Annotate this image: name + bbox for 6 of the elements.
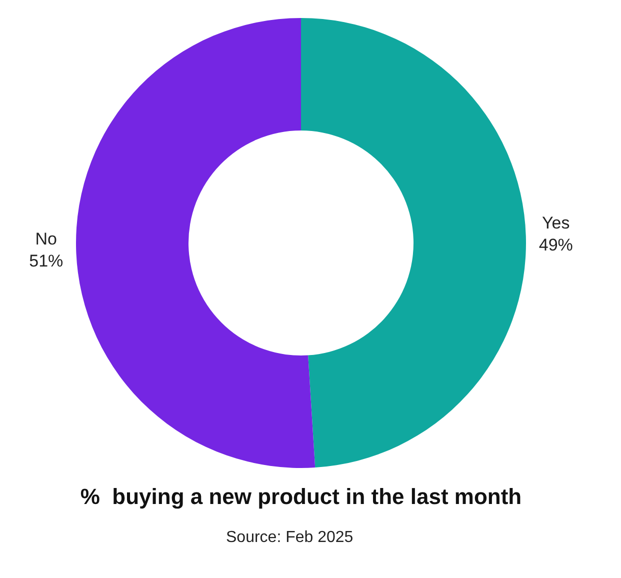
- slice-label: No: [35, 230, 57, 249]
- data-label: 49%: [538, 236, 573, 255]
- source-note: Source: Feb 2025: [226, 529, 354, 547]
- slice-label: Yes: [542, 214, 570, 233]
- data-label: 51%: [29, 252, 64, 271]
- text: % buying a new product in the last month: [79, 484, 523, 510]
